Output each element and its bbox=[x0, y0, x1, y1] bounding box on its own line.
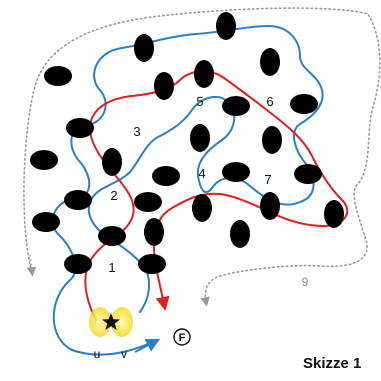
star-icon bbox=[102, 313, 120, 330]
blob bbox=[294, 164, 322, 184]
region-label-1: 1 bbox=[108, 260, 115, 275]
blob bbox=[222, 96, 250, 116]
blob bbox=[194, 60, 214, 88]
blob bbox=[64, 254, 92, 274]
blob bbox=[222, 162, 250, 182]
blob bbox=[98, 226, 126, 246]
blob bbox=[260, 48, 280, 76]
end-marker: F bbox=[173, 328, 191, 346]
dotted-outline-main bbox=[23, 7, 381, 307]
blob bbox=[216, 12, 236, 40]
red-path bbox=[84, 70, 349, 321]
blob bbox=[144, 218, 164, 246]
blob-group bbox=[30, 12, 344, 274]
blob bbox=[190, 124, 210, 152]
blob bbox=[30, 150, 58, 170]
outline-label: 9 bbox=[302, 275, 309, 289]
blob bbox=[152, 166, 180, 186]
dotted-outline-left-end bbox=[26, 254, 37, 277]
blob bbox=[102, 148, 122, 176]
blob bbox=[134, 192, 162, 212]
figure-caption: Skizze 1 bbox=[303, 355, 361, 372]
foot-label-left: u bbox=[94, 347, 101, 361]
blue-arrow-head bbox=[134, 338, 161, 353]
blob bbox=[154, 72, 174, 100]
blob bbox=[192, 194, 212, 222]
blob bbox=[138, 254, 166, 274]
blob bbox=[44, 66, 72, 86]
blob bbox=[290, 94, 318, 114]
blob bbox=[262, 126, 282, 154]
blob bbox=[134, 34, 154, 62]
end-marker-circle bbox=[173, 328, 191, 346]
region-label-3: 3 bbox=[133, 124, 140, 139]
blob bbox=[32, 212, 60, 232]
region-label-4: 4 bbox=[198, 166, 205, 181]
blob bbox=[260, 192, 280, 220]
region-label-6: 6 bbox=[266, 94, 273, 109]
region-label-2: 2 bbox=[110, 188, 117, 203]
blob bbox=[324, 200, 344, 228]
region-label-7: 7 bbox=[264, 172, 271, 187]
blob bbox=[230, 220, 250, 248]
blob bbox=[66, 118, 94, 138]
blob bbox=[64, 190, 92, 210]
end-marker-label: F bbox=[179, 332, 186, 344]
region-label-5: 5 bbox=[196, 94, 203, 109]
foot-label-right: v bbox=[121, 347, 127, 361]
start-position bbox=[89, 307, 133, 337]
